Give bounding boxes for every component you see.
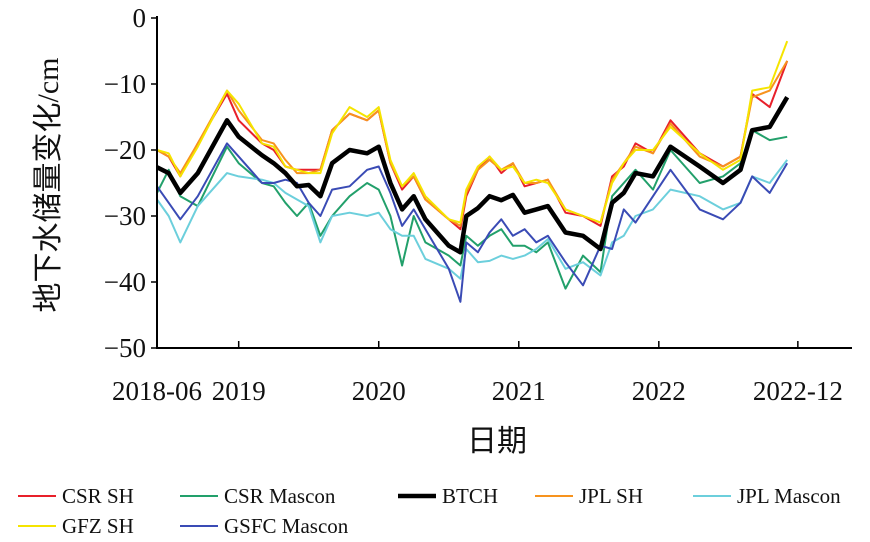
series-line-btch [155,96,790,255]
y-tick-label: −20 [104,135,146,165]
series-line-csr-mascon [156,129,788,290]
x-axis-label: 日期 [467,425,527,458]
y-tick-label: 0 [133,3,147,33]
legend-label: BTCH [442,484,498,508]
legend-label: JPL SH [579,484,643,508]
legend-item: GSFC Mascon [180,514,349,538]
x-tick-label: 2018-06 [112,376,202,406]
legend-item: CSR Mascon [180,484,336,508]
y-ticks: 0 −10 −20 −30 −40 −50 [104,3,157,363]
x-tick-label: 2020 [352,376,406,406]
legend-item: GFZ SH [18,514,134,538]
y-axis-label: 地下水储量变化/cm [32,58,65,313]
x-ticks: 2018-06 2019 2020 2021 2022 2022-12 [112,341,843,406]
series-lines [155,40,790,303]
legend-label: CSR SH [62,484,134,508]
legend-item: JPL Mascon [693,484,841,508]
legend: CSR SH CSR Mascon BTCH JPL SH JPL Mascon GFZ … [18,484,841,538]
x-tick-label: 2021 [492,376,546,406]
series-line-gfz-sh [156,40,789,224]
x-tick-label: 2022 [632,376,686,406]
y-tick-label: −10 [104,69,146,99]
y-tick-label: −40 [104,267,146,297]
x-tick-label: 2022-12 [753,376,843,406]
axes [156,16,852,349]
legend-label: GFZ SH [62,514,134,538]
legend-item: CSR SH [18,484,134,508]
x-tick-label: 2019 [212,376,266,406]
legend-label: CSR Mascon [224,484,336,508]
series-line-gsfc-mascon [156,142,789,303]
legend-label: JPL Mascon [737,484,841,508]
legend-item: BTCH [398,484,498,508]
y-tick-label: −50 [104,333,146,363]
legend-label: GSFC Mascon [224,514,349,538]
y-tick-label: −30 [104,201,146,231]
legend-item: JPL SH [535,484,643,508]
